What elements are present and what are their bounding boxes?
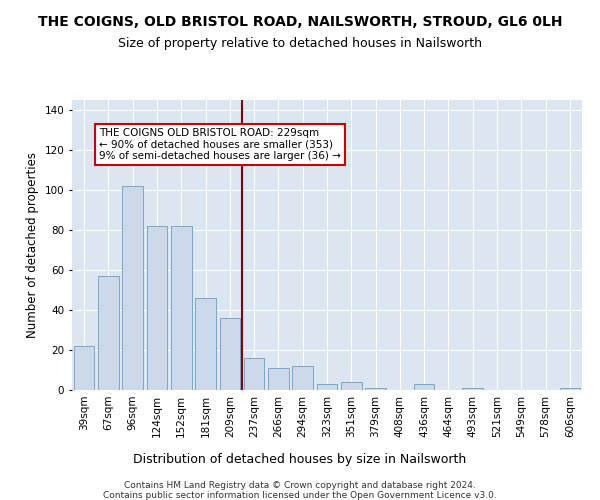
- Bar: [341, 382, 362, 390]
- Bar: [195, 298, 216, 390]
- Text: Contains HM Land Registry data © Crown copyright and database right 2024.: Contains HM Land Registry data © Crown c…: [124, 481, 476, 490]
- Bar: [365, 388, 386, 390]
- Text: Size of property relative to detached houses in Nailsworth: Size of property relative to detached ho…: [118, 38, 482, 51]
- Bar: [317, 384, 337, 390]
- Y-axis label: Number of detached properties: Number of detached properties: [26, 152, 39, 338]
- Bar: [268, 368, 289, 390]
- Bar: [171, 226, 191, 390]
- Bar: [122, 186, 143, 390]
- Bar: [244, 358, 265, 390]
- Bar: [146, 226, 167, 390]
- Text: THE COIGNS OLD BRISTOL ROAD: 229sqm
← 90% of detached houses are smaller (353)
9: THE COIGNS OLD BRISTOL ROAD: 229sqm ← 90…: [99, 128, 341, 161]
- Text: Distribution of detached houses by size in Nailsworth: Distribution of detached houses by size …: [133, 452, 467, 466]
- Bar: [74, 346, 94, 390]
- Bar: [292, 366, 313, 390]
- Text: Contains public sector information licensed under the Open Government Licence v3: Contains public sector information licen…: [103, 491, 497, 500]
- Bar: [414, 384, 434, 390]
- Text: THE COIGNS, OLD BRISTOL ROAD, NAILSWORTH, STROUD, GL6 0LH: THE COIGNS, OLD BRISTOL ROAD, NAILSWORTH…: [38, 15, 562, 29]
- Bar: [98, 276, 119, 390]
- Bar: [220, 318, 240, 390]
- Bar: [560, 388, 580, 390]
- Bar: [463, 388, 483, 390]
